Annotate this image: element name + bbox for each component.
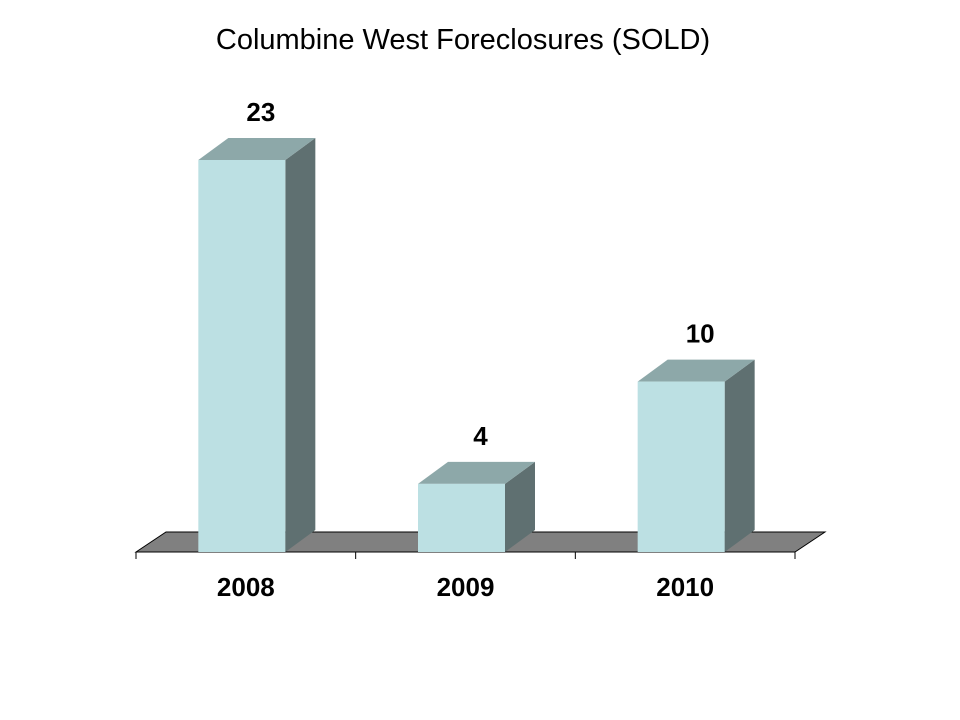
bar-side-face: [505, 461, 535, 552]
bar-front-face: [198, 160, 286, 552]
bars-group: [198, 138, 755, 552]
bar-front-face: [637, 381, 725, 552]
bar-top-face: [637, 359, 755, 382]
bar-2009: [418, 461, 535, 552]
bar-side-face: [285, 138, 316, 552]
bar-side-face: [724, 359, 755, 552]
bar-front-face: [418, 483, 505, 552]
x-tick-label-2010: 2010: [656, 572, 714, 602]
x-tick-label-2009: 2009: [437, 572, 495, 602]
data-label-2009: 4: [473, 421, 488, 451]
bar-top-face: [418, 461, 535, 484]
chart-title: Columbine West Foreclosures (SOLD): [215, 24, 711, 56]
x-tick-labels-group: 2008 2009 2010: [217, 572, 714, 602]
data-labels-group: 23 4 10: [246, 97, 714, 451]
data-label-2008: 23: [246, 97, 275, 127]
bar-top-face: [198, 138, 316, 160]
bar-2010: [637, 359, 755, 552]
bar-2008: [198, 138, 316, 552]
x-tick-label-2008: 2008: [217, 572, 275, 602]
data-label-2010: 10: [686, 319, 715, 349]
x-axis: [135, 551, 796, 559]
